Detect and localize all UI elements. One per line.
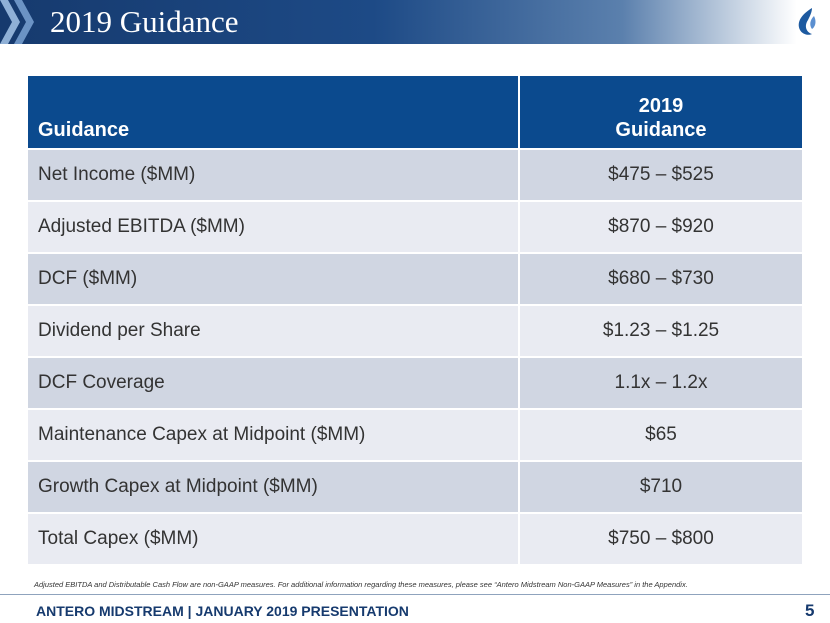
table-row: Growth Capex at Midpoint ($MM) $710 (28, 460, 802, 513)
table-header-row: Guidance 2019 Guidance (28, 76, 802, 149)
row-label: Total Capex ($MM) (28, 512, 519, 564)
footer-divider (0, 594, 830, 595)
row-label: Dividend per Share (28, 304, 519, 357)
table-row: DCF Coverage 1.1x – 1.2x (28, 356, 802, 409)
row-label: DCF Coverage (28, 356, 519, 409)
table-row: DCF ($MM) $680 – $730 (28, 252, 802, 305)
chevron-stripes-icon (0, 0, 34, 44)
row-value: $65 (518, 408, 802, 461)
table-row: Dividend per Share $1.23 – $1.25 (28, 304, 802, 357)
row-label: Net Income ($MM) (28, 148, 519, 201)
row-value: $475 – $525 (518, 148, 802, 201)
table-row: Net Income ($MM) $475 – $525 (28, 148, 802, 201)
table-row: Adjusted EBITDA ($MM) $870 – $920 (28, 200, 802, 253)
row-value: $680 – $730 (518, 252, 802, 305)
header-2019-guidance: 2019 Guidance (518, 76, 802, 149)
header-guidance-label: Guidance (28, 76, 519, 149)
header-guidance: Guidance (615, 119, 707, 141)
table-row: Total Capex ($MM) $750 – $800 (28, 512, 802, 564)
footer-text: ANTERO MIDSTREAM | JANUARY 2019 PRESENTA… (36, 603, 409, 619)
title-bar: 2019 Guidance (0, 0, 830, 44)
row-value: $1.23 – $1.25 (518, 304, 802, 357)
slide-title: 2019 Guidance (50, 4, 239, 39)
row-value: $710 (518, 460, 802, 513)
row-value: $870 – $920 (518, 200, 802, 253)
table-row: Maintenance Capex at Midpoint ($MM) $65 (28, 408, 802, 461)
header-year: 2019 (638, 95, 684, 117)
row-value: 1.1x – 1.2x (518, 356, 802, 409)
row-label: Adjusted EBITDA ($MM) (28, 200, 519, 253)
page-number: 5 (805, 601, 815, 620)
row-value: $750 – $800 (518, 512, 802, 564)
footnote: Adjusted EBITDA and Distributable Cash F… (34, 580, 688, 589)
row-label: Growth Capex at Midpoint ($MM) (28, 460, 519, 513)
row-label: Maintenance Capex at Midpoint ($MM) (28, 408, 519, 461)
flame-logo-icon (798, 8, 816, 35)
guidance-table: Guidance 2019 Guidance Net Income ($MM) … (28, 76, 802, 564)
row-label: DCF ($MM) (28, 252, 519, 305)
